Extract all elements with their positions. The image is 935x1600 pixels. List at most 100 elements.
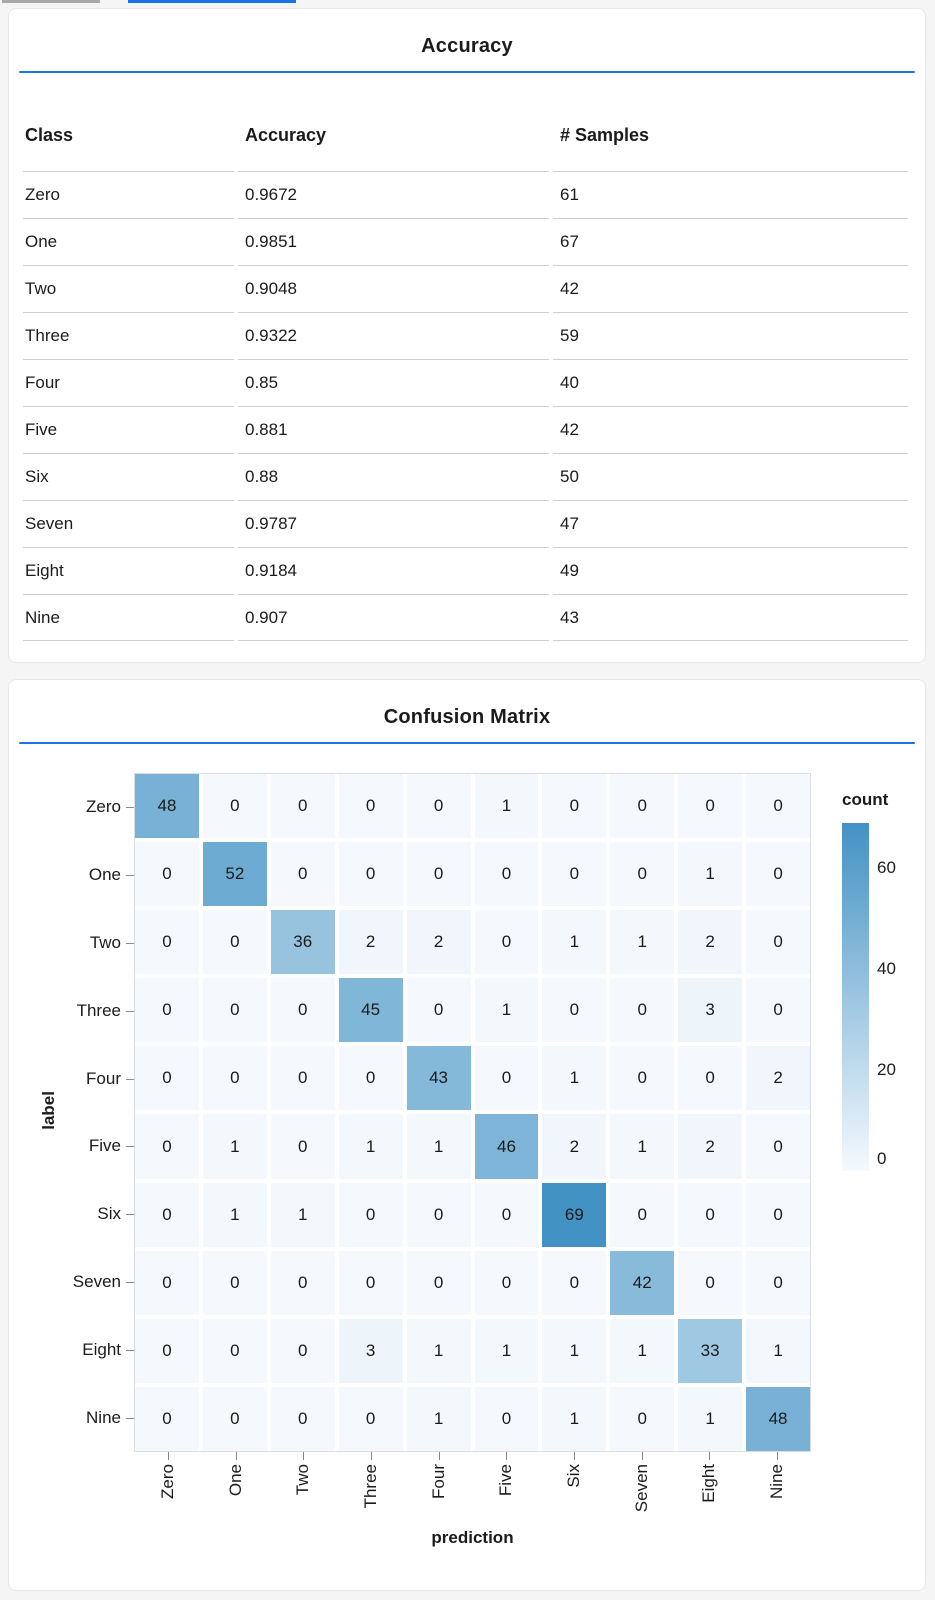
heatmap-cell-one-one[interactable]: 52 xyxy=(202,842,267,907)
heatmap-cell-four-four[interactable]: 43 xyxy=(406,1046,471,1111)
heatmap-cell-one-eight[interactable]: 1 xyxy=(678,842,743,907)
heatmap-cell-seven-two[interactable]: 0 xyxy=(270,1250,335,1315)
heatmap-cell-three-nine[interactable]: 0 xyxy=(746,978,810,1043)
heatmap-cell-six-three[interactable]: 0 xyxy=(338,1182,403,1247)
heatmap-cell-four-six[interactable]: 1 xyxy=(542,1046,607,1111)
heatmap-cell-three-one[interactable]: 0 xyxy=(202,978,267,1043)
heatmap-cell-four-zero[interactable]: 0 xyxy=(135,1046,199,1111)
heatmap-cell-three-four[interactable]: 0 xyxy=(406,978,471,1043)
heatmap-cell-eight-four[interactable]: 1 xyxy=(406,1318,471,1383)
heatmap-cell-five-eight[interactable]: 2 xyxy=(678,1114,743,1179)
heatmap-cell-four-seven[interactable]: 0 xyxy=(610,1046,675,1111)
heatmap-cell-five-nine[interactable]: 0 xyxy=(746,1114,810,1179)
heatmap-cell-seven-seven[interactable]: 42 xyxy=(610,1250,675,1315)
heatmap-cell-two-six[interactable]: 1 xyxy=(542,910,607,975)
heatmap-cell-one-five[interactable]: 0 xyxy=(474,842,539,907)
heatmap-cell-two-four[interactable]: 2 xyxy=(406,910,471,975)
heatmap-cell-two-two[interactable]: 36 xyxy=(270,910,335,975)
heatmap-cell-three-eight[interactable]: 3 xyxy=(678,978,743,1043)
heatmap-cell-three-five[interactable]: 1 xyxy=(474,978,539,1043)
heatmap-cell-five-six[interactable]: 2 xyxy=(542,1114,607,1179)
heatmap-cell-eight-three[interactable]: 3 xyxy=(338,1318,403,1383)
heatmap-cell-nine-four[interactable]: 1 xyxy=(406,1386,471,1451)
tab-indicator-active[interactable] xyxy=(128,0,296,3)
heatmap-cell-nine-six[interactable]: 1 xyxy=(542,1386,607,1451)
heatmap-cell-four-two[interactable]: 0 xyxy=(270,1046,335,1111)
heatmap-cell-zero-one[interactable]: 0 xyxy=(202,774,267,839)
heatmap-cell-six-nine[interactable]: 0 xyxy=(746,1182,810,1247)
heatmap-cell-nine-one[interactable]: 0 xyxy=(202,1386,267,1451)
heatmap-cell-six-two[interactable]: 1 xyxy=(270,1182,335,1247)
heatmap-cell-eight-six[interactable]: 1 xyxy=(542,1318,607,1383)
heatmap-cell-four-nine[interactable]: 2 xyxy=(746,1046,810,1111)
heatmap-cell-six-zero[interactable]: 0 xyxy=(135,1182,199,1247)
heatmap-cell-nine-two[interactable]: 0 xyxy=(270,1386,335,1451)
heatmap-cell-six-one[interactable]: 1 xyxy=(202,1182,267,1247)
heatmap-cell-seven-one[interactable]: 0 xyxy=(202,1250,267,1315)
heatmap-cell-zero-two[interactable]: 0 xyxy=(270,774,335,839)
heatmap-cell-nine-nine[interactable]: 48 xyxy=(746,1386,810,1451)
heatmap-cell-zero-four[interactable]: 0 xyxy=(406,774,471,839)
heatmap-cell-eight-five[interactable]: 1 xyxy=(474,1318,539,1383)
tab-indicator-inactive[interactable] xyxy=(2,0,100,3)
heatmap-cell-six-five[interactable]: 0 xyxy=(474,1182,539,1247)
heatmap-cell-seven-zero[interactable]: 0 xyxy=(135,1250,199,1315)
heatmap-cell-two-eight[interactable]: 2 xyxy=(678,910,743,975)
heatmap-cell-eight-two[interactable]: 0 xyxy=(270,1318,335,1383)
heatmap-cell-six-four[interactable]: 0 xyxy=(406,1182,471,1247)
heatmap-cell-seven-eight[interactable]: 0 xyxy=(678,1250,743,1315)
heatmap-cell-three-six[interactable]: 0 xyxy=(542,978,607,1043)
heatmap-cell-zero-three[interactable]: 0 xyxy=(338,774,403,839)
heatmap-cell-two-three[interactable]: 2 xyxy=(338,910,403,975)
heatmap-cell-five-one[interactable]: 1 xyxy=(202,1114,267,1179)
heatmap-cell-one-two[interactable]: 0 xyxy=(270,842,335,907)
heatmap-cell-eight-nine[interactable]: 1 xyxy=(746,1318,810,1383)
heatmap-cell-three-two[interactable]: 0 xyxy=(270,978,335,1043)
heatmap-cell-nine-three[interactable]: 0 xyxy=(338,1386,403,1451)
heatmap-cell-five-seven[interactable]: 1 xyxy=(610,1114,675,1179)
heatmap-cell-four-eight[interactable]: 0 xyxy=(678,1046,743,1111)
heatmap-cell-three-seven[interactable]: 0 xyxy=(610,978,675,1043)
heatmap-cell-seven-three[interactable]: 0 xyxy=(338,1250,403,1315)
heatmap-cell-zero-five[interactable]: 1 xyxy=(474,774,539,839)
heatmap-cell-eight-one[interactable]: 0 xyxy=(202,1318,267,1383)
heatmap-cell-nine-seven[interactable]: 0 xyxy=(610,1386,675,1451)
heatmap-cell-nine-zero[interactable]: 0 xyxy=(135,1386,199,1451)
heatmap-cell-two-seven[interactable]: 1 xyxy=(610,910,675,975)
heatmap-cell-three-zero[interactable]: 0 xyxy=(135,978,199,1043)
heatmap-cell-three-three[interactable]: 45 xyxy=(338,978,403,1043)
heatmap-cell-seven-four[interactable]: 0 xyxy=(406,1250,471,1315)
heatmap-cell-one-four[interactable]: 0 xyxy=(406,842,471,907)
heatmap-cell-zero-nine[interactable]: 0 xyxy=(746,774,810,839)
heatmap-cell-seven-six[interactable]: 0 xyxy=(542,1250,607,1315)
heatmap-cell-nine-eight[interactable]: 1 xyxy=(678,1386,743,1451)
heatmap-cell-two-one[interactable]: 0 xyxy=(202,910,267,975)
heatmap-cell-eight-zero[interactable]: 0 xyxy=(135,1318,199,1383)
heatmap-cell-zero-zero[interactable]: 48 xyxy=(135,774,199,839)
heatmap-cell-five-three[interactable]: 1 xyxy=(338,1114,403,1179)
heatmap-cell-one-nine[interactable]: 0 xyxy=(746,842,810,907)
heatmap-cell-zero-seven[interactable]: 0 xyxy=(610,774,675,839)
heatmap-cell-eight-eight[interactable]: 33 xyxy=(678,1318,743,1383)
heatmap-cell-five-five[interactable]: 46 xyxy=(474,1114,539,1179)
heatmap-cell-zero-eight[interactable]: 0 xyxy=(678,774,743,839)
heatmap-cell-one-six[interactable]: 0 xyxy=(542,842,607,907)
heatmap-cell-five-two[interactable]: 0 xyxy=(270,1114,335,1179)
heatmap-cell-four-five[interactable]: 0 xyxy=(474,1046,539,1111)
heatmap-cell-four-one[interactable]: 0 xyxy=(202,1046,267,1111)
heatmap-cell-seven-nine[interactable]: 0 xyxy=(746,1250,810,1315)
heatmap-cell-two-five[interactable]: 0 xyxy=(474,910,539,975)
heatmap-cell-nine-five[interactable]: 0 xyxy=(474,1386,539,1451)
heatmap-cell-one-zero[interactable]: 0 xyxy=(135,842,199,907)
heatmap-cell-six-eight[interactable]: 0 xyxy=(678,1182,743,1247)
heatmap-cell-two-zero[interactable]: 0 xyxy=(135,910,199,975)
heatmap-cell-five-four[interactable]: 1 xyxy=(406,1114,471,1179)
heatmap-cell-four-three[interactable]: 0 xyxy=(338,1046,403,1111)
heatmap-cell-two-nine[interactable]: 0 xyxy=(746,910,810,975)
heatmap-cell-one-three[interactable]: 0 xyxy=(338,842,403,907)
heatmap-cell-six-seven[interactable]: 0 xyxy=(610,1182,675,1247)
heatmap-cell-five-zero[interactable]: 0 xyxy=(135,1114,199,1179)
heatmap-cell-zero-six[interactable]: 0 xyxy=(542,774,607,839)
heatmap-cell-six-six[interactable]: 69 xyxy=(542,1182,607,1247)
heatmap-cell-eight-seven[interactable]: 1 xyxy=(610,1318,675,1383)
